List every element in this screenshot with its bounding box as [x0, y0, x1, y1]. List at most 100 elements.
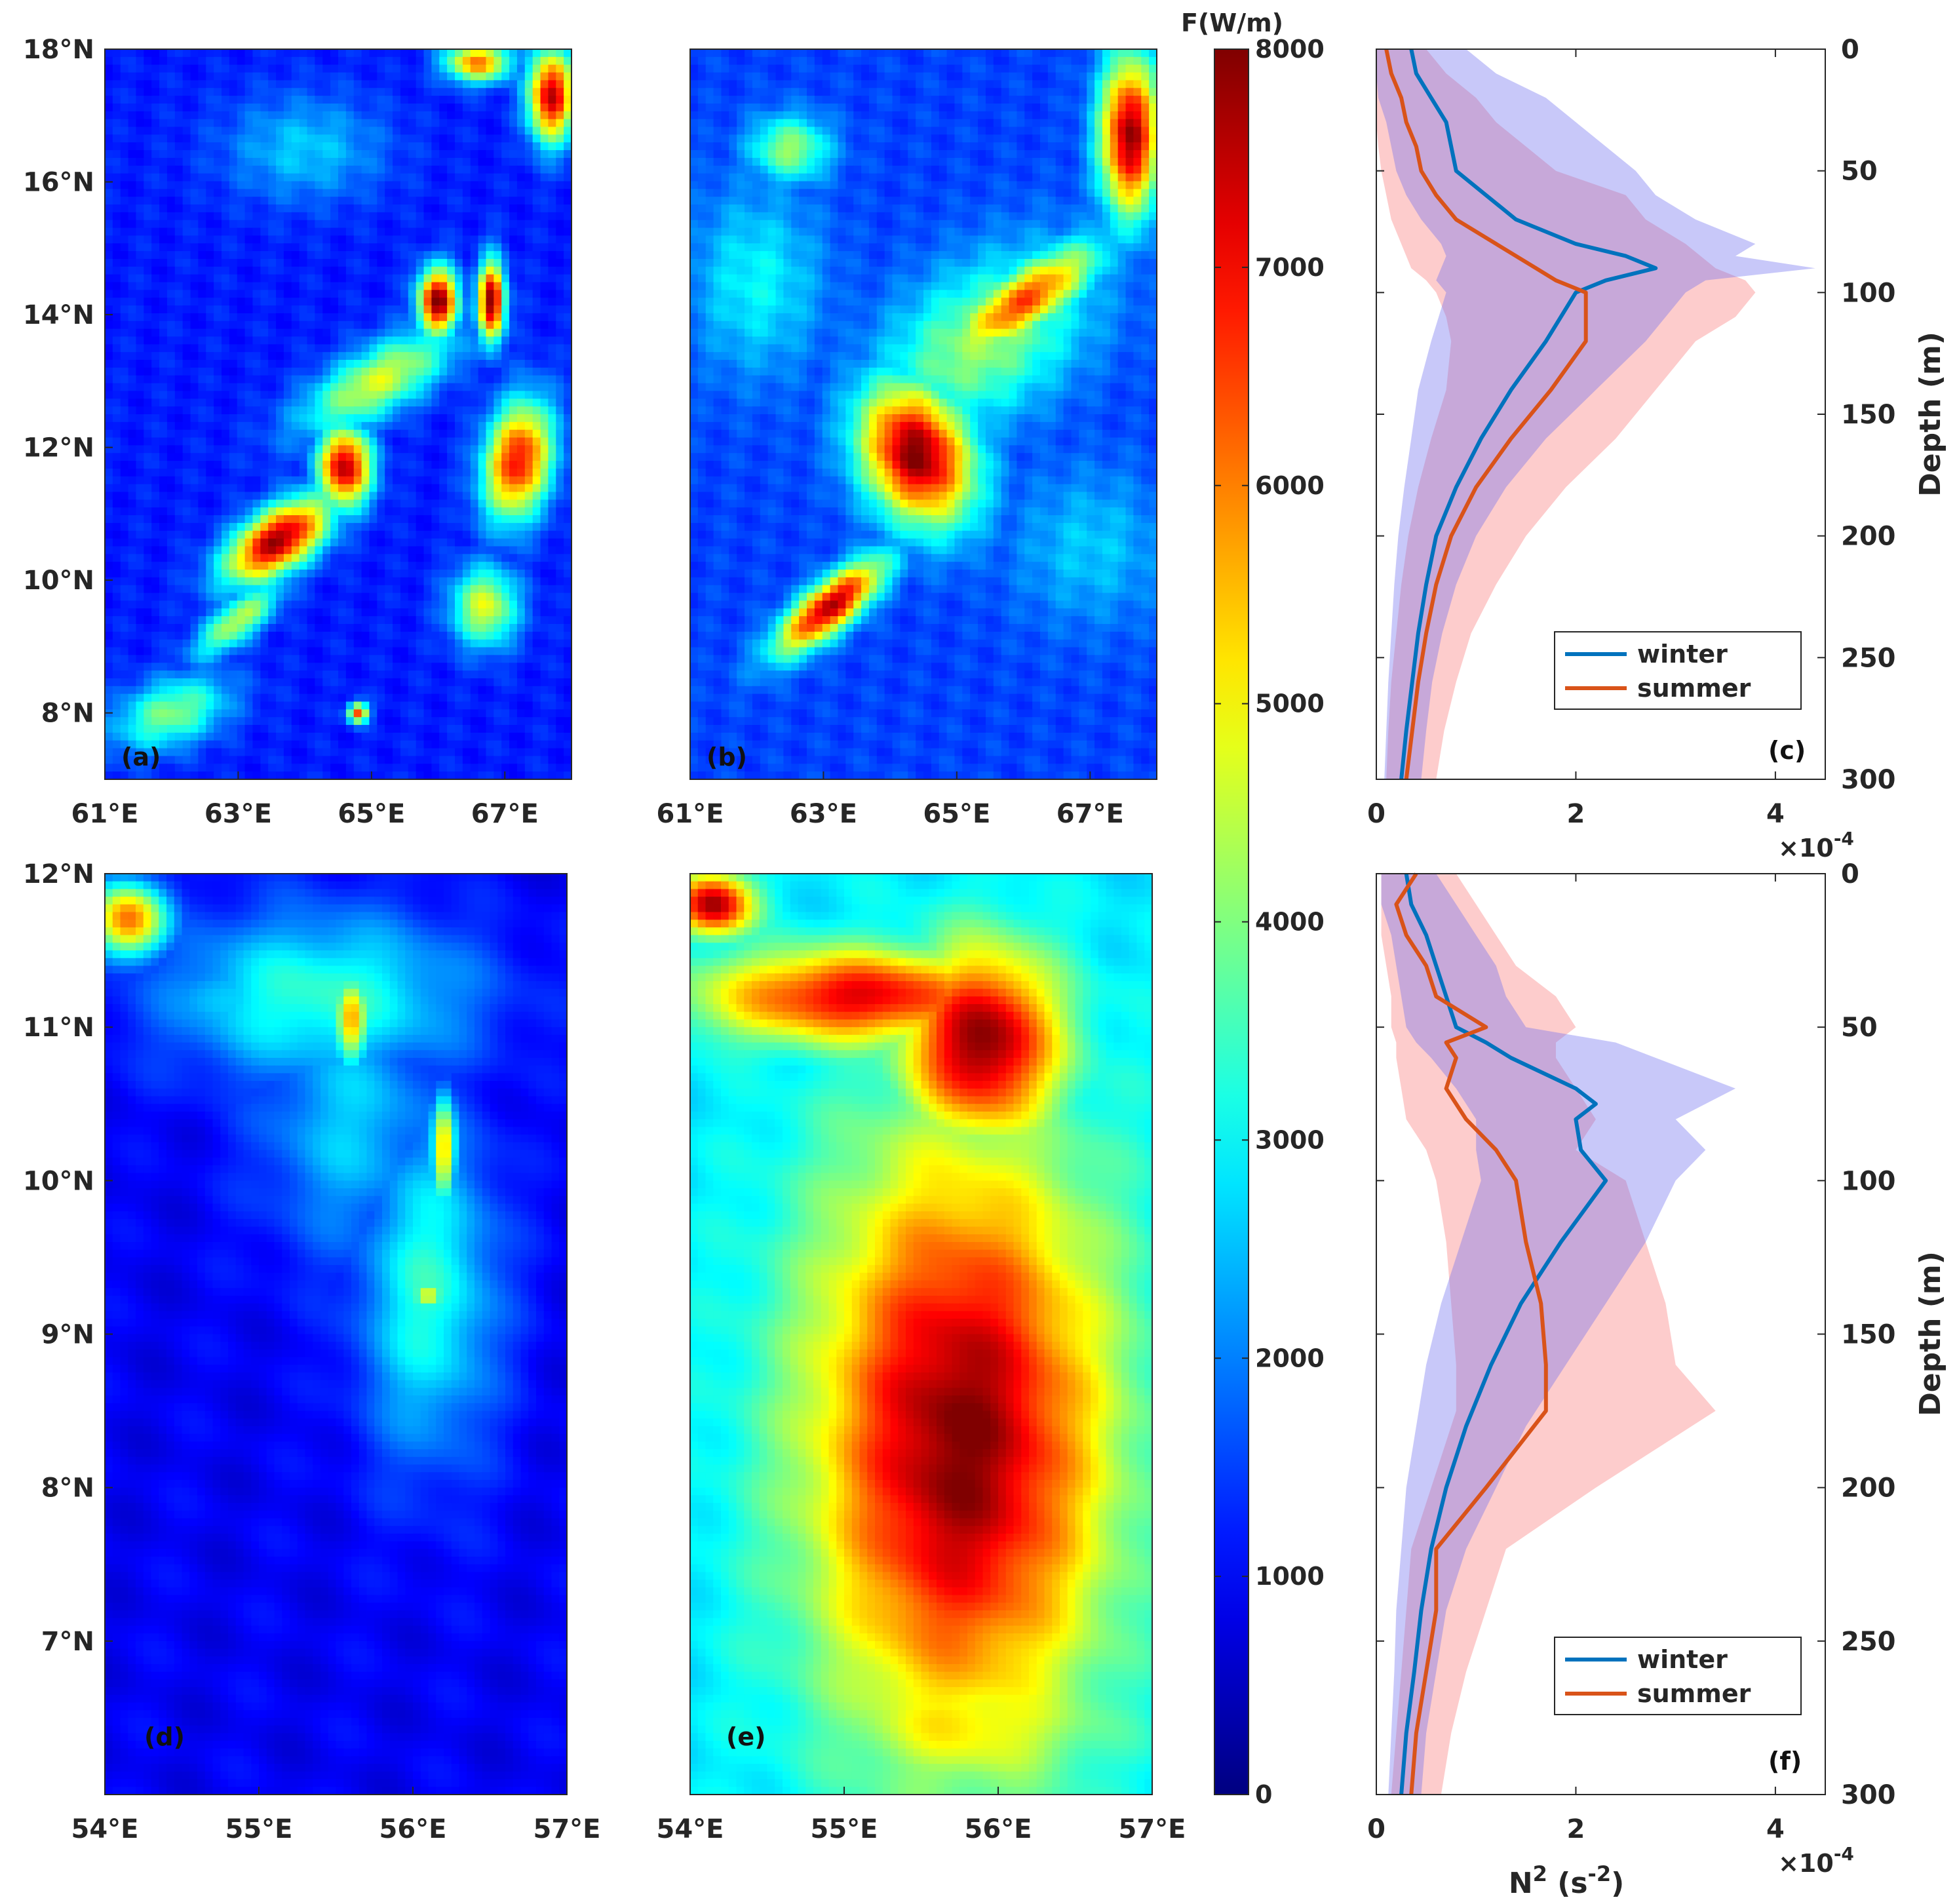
heatmap-cell — [532, 414, 541, 423]
heatmap-cell — [416, 492, 425, 501]
heatmap-cell — [470, 103, 479, 112]
heatmap-cell — [540, 647, 549, 656]
heatmap-cell — [548, 103, 557, 112]
heatmap-cell — [128, 631, 137, 640]
heatmap-cell — [120, 562, 129, 570]
heatmap-cell — [393, 134, 401, 144]
heatmap-cell — [423, 492, 433, 501]
heatmap-cell — [393, 476, 401, 485]
heatmap-cell — [470, 49, 479, 58]
heatmap-cell — [330, 538, 339, 547]
heatmap-cell — [353, 344, 362, 353]
heatmap-cell — [540, 142, 549, 151]
heatmap-cell — [190, 468, 199, 477]
heatmap-cell — [385, 655, 393, 664]
heatmap-cell — [416, 600, 425, 610]
heatmap-cell — [494, 360, 502, 368]
heatmap-cell — [151, 181, 160, 190]
heatmap-cell — [136, 461, 145, 469]
heatmap-cell — [105, 134, 113, 144]
heatmap-cell — [206, 367, 214, 376]
heatmap-cell — [516, 126, 526, 136]
heatmap-cell — [283, 173, 292, 182]
heatmap-cell — [260, 352, 269, 360]
heatmap-cell — [276, 655, 284, 664]
heatmap-cell — [439, 173, 448, 182]
heatmap-cell — [439, 360, 448, 368]
heatmap-cell — [540, 616, 549, 625]
heatmap-cell — [222, 530, 230, 539]
heatmap-cell — [222, 367, 230, 376]
heatmap-cell — [462, 282, 471, 291]
heatmap-cell — [260, 678, 269, 687]
heatmap-cell — [431, 600, 440, 610]
heatmap-cell — [128, 414, 137, 423]
heatmap-cell — [416, 189, 425, 197]
heatmap-cell — [105, 670, 113, 679]
heatmap-cell — [198, 282, 207, 291]
heatmap-cell — [345, 360, 355, 368]
heatmap-cell — [408, 227, 417, 237]
heatmap-cell — [322, 570, 331, 578]
heatmap-cell — [283, 165, 292, 174]
heatmap-cell — [431, 429, 440, 438]
heatmap-cell — [307, 344, 316, 353]
heatmap-cell — [214, 600, 222, 610]
heatmap-cell — [478, 298, 487, 306]
heatmap-cell — [455, 461, 463, 469]
heatmap-cell — [260, 64, 269, 73]
heatmap-cell — [307, 64, 316, 73]
heatmap-cell — [431, 305, 440, 314]
heatmap-cell — [369, 88, 378, 96]
heatmap-cell — [509, 398, 518, 407]
heatmap-cell — [151, 647, 160, 656]
heatmap-cell — [182, 243, 191, 252]
heatmap-cell — [190, 406, 199, 415]
heatmap-cell — [369, 103, 378, 112]
heatmap-cell — [423, 585, 433, 594]
heatmap-cell — [532, 336, 541, 345]
heatmap-cell — [105, 468, 113, 477]
heatmap-cell — [501, 398, 510, 407]
heatmap-cell — [385, 119, 393, 128]
heatmap-cell — [462, 414, 471, 423]
heatmap-cell — [283, 227, 292, 237]
heatmap-cell — [182, 577, 191, 586]
heatmap-cell — [393, 437, 401, 446]
heatmap-cell — [486, 538, 495, 547]
heatmap-cell — [330, 484, 339, 493]
heatmap-cell — [291, 655, 300, 664]
heatmap-cell — [564, 227, 572, 237]
heatmap-cell — [393, 243, 401, 252]
heatmap-cell — [144, 305, 152, 314]
heatmap-cell — [222, 383, 230, 392]
heatmap-cell — [509, 445, 518, 454]
heatmap-cell — [136, 165, 145, 174]
heatmap-cell — [338, 204, 347, 213]
heatmap-cell — [214, 406, 222, 415]
heatmap-cell — [260, 126, 269, 136]
heatmap-cell — [229, 64, 238, 73]
heatmap-cell — [307, 585, 316, 594]
heatmap-cell — [283, 235, 292, 244]
heatmap-cell — [299, 126, 308, 136]
heatmap-cell — [206, 507, 214, 516]
heatmap-cell — [237, 484, 246, 493]
heatmap-cell — [516, 437, 526, 446]
heatmap-cell — [447, 181, 455, 190]
heatmap-cell — [182, 383, 191, 392]
heatmap-cell — [400, 360, 409, 368]
heatmap-cell — [509, 670, 518, 679]
heatmap-cell — [439, 142, 448, 151]
heatmap-cell — [408, 507, 417, 516]
heatmap-cell — [338, 623, 347, 632]
heatmap-cell — [338, 398, 347, 407]
heatmap-cell — [222, 678, 230, 687]
heatmap-cell — [540, 290, 549, 299]
heatmap-cell — [353, 570, 362, 578]
heatmap-cell — [377, 336, 385, 345]
heatmap-cell — [299, 538, 308, 547]
heatmap-cell — [338, 313, 347, 322]
heatmap-cell — [416, 321, 425, 330]
heatmap-cell — [439, 429, 448, 438]
